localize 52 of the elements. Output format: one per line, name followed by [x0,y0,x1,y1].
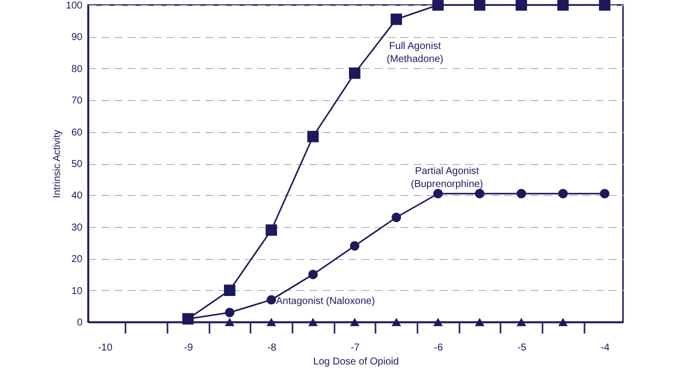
y-tick-label: 80 [71,64,83,75]
y-tick-label: 10 [71,286,83,297]
x-tick-label: -10 [98,342,113,354]
point [224,308,234,318]
x-axis-title: Log Dose of Opioid [313,356,399,368]
y-tick-label: 40 [71,190,83,202]
y-tick-label: 60 [71,127,83,138]
point [558,188,568,198]
annotation: Partial Agonist (Buprenorphine) [410,166,484,190]
point [224,284,236,296]
point [600,188,610,198]
point [516,318,526,326]
x-tick-label: -9 [184,342,194,354]
y-tick-label: 90 [71,32,83,44]
point [433,318,443,326]
point [390,14,402,25]
point [308,270,318,280]
point [474,0,486,11]
annotation: Antagonist (Naloxone) [276,296,375,307]
point [516,0,528,11]
y-axis-title: Intrinsic Activity [52,130,63,198]
y-tick-label: 50 [71,159,83,170]
y-tick-label: 0 [76,318,83,328]
point [224,318,234,326]
point [350,241,360,251]
point [516,188,526,198]
point [433,188,443,198]
point [348,67,360,79]
point [432,0,444,11]
annotation: Full Agonist (Methadone) [386,41,444,65]
point [266,224,278,236]
x-tick-label: -4 [600,342,610,354]
point [266,318,276,326]
point [392,212,402,222]
y-tick-label: 20 [71,254,83,266]
y-tick-label: 30 [71,222,83,234]
point [308,318,318,326]
point [558,318,568,326]
x-tick-label: -5 [517,342,527,354]
point [266,295,276,305]
point [307,130,319,142]
x-tick-label: -6 [434,342,444,354]
point [392,318,402,326]
point [598,0,610,11]
point [557,0,569,11]
point [474,188,484,198]
y-tick-label: 100 [66,0,83,12]
x-tick-label: -8 [267,342,277,354]
point [474,318,484,326]
point [350,318,360,326]
y-tick-label: 70 [71,96,83,107]
x-tick-label: -7 [350,342,360,354]
